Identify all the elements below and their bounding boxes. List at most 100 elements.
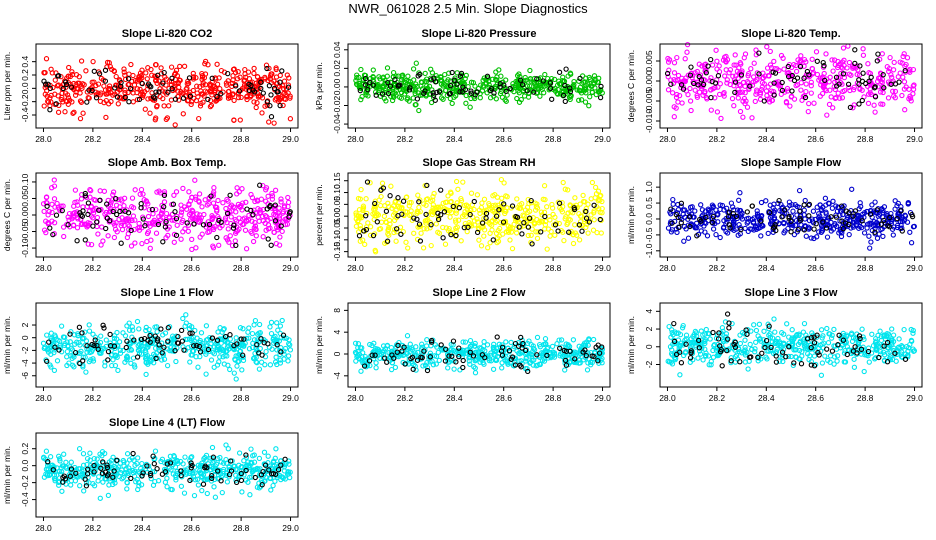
data-point [833, 203, 839, 209]
data-point [687, 72, 694, 78]
data-point [234, 185, 240, 191]
data-point [105, 357, 111, 363]
data-point [78, 196, 85, 202]
data-point [567, 70, 574, 76]
data-point [416, 221, 423, 227]
data-point [589, 179, 596, 186]
data-point [136, 326, 142, 332]
data-point [814, 58, 820, 64]
y-tick-label: -0.05 [332, 218, 342, 238]
data-point [94, 214, 101, 221]
data-point [787, 103, 793, 109]
data-point [840, 45, 847, 51]
data-point [727, 81, 733, 88]
data-point [797, 217, 804, 223]
data-point [258, 359, 265, 365]
data-point [509, 203, 516, 209]
data-point [523, 346, 530, 353]
data-point [241, 215, 248, 221]
data-point [421, 226, 427, 232]
x-tick-label: 28.0 [35, 134, 52, 144]
data-point [161, 192, 168, 199]
data-point [242, 71, 248, 77]
data-point [189, 330, 195, 336]
data-point [241, 84, 247, 90]
data-point [712, 80, 719, 86]
data-point [279, 317, 285, 324]
data-point [415, 349, 421, 356]
data-point [563, 66, 569, 72]
data-point [561, 237, 567, 244]
data-point [509, 245, 516, 252]
data-point [473, 357, 479, 363]
data-point [535, 229, 541, 235]
data-point [412, 102, 418, 108]
data-point [674, 54, 680, 61]
data-point [584, 367, 591, 373]
data-point [412, 86, 419, 92]
data-point [542, 213, 548, 220]
data-point [489, 76, 496, 82]
data-point [125, 76, 132, 82]
data-point [54, 358, 61, 364]
data-point [253, 226, 259, 233]
data-point [452, 217, 459, 223]
data-point [892, 88, 899, 95]
data-point [87, 186, 93, 193]
data-point [152, 345, 159, 351]
data-point [415, 73, 421, 79]
data-point [196, 219, 202, 225]
data-point [384, 73, 390, 79]
data-point [46, 345, 53, 351]
x-tick-label: 28.6 [183, 263, 200, 273]
data-point [112, 85, 118, 91]
data-point [98, 90, 104, 96]
data-point [437, 204, 443, 210]
data-point [859, 78, 866, 84]
data-point [791, 77, 798, 84]
data-point [355, 341, 362, 347]
data-point [595, 358, 601, 364]
data-point [108, 208, 114, 214]
data-point [199, 70, 205, 77]
y-tick-label: -6 [20, 372, 30, 380]
data-point [748, 66, 754, 72]
x-tick-label: 29.0 [906, 263, 923, 273]
data-point [840, 71, 847, 77]
data-point [241, 343, 247, 349]
data-point [67, 339, 73, 345]
data-point [262, 362, 268, 368]
data-point [869, 202, 875, 208]
data-point [720, 91, 726, 97]
data-point [576, 343, 582, 349]
data-point [175, 340, 182, 346]
data-point [744, 209, 750, 215]
data-point [837, 61, 843, 67]
data-point [262, 212, 269, 219]
data-point [729, 320, 735, 327]
data-point [268, 71, 274, 77]
data-point [599, 205, 605, 212]
data-point [687, 359, 693, 365]
data-point [669, 90, 676, 96]
data-point [64, 362, 70, 369]
data-point [64, 98, 70, 105]
data-point [497, 220, 504, 226]
data-point [467, 337, 474, 344]
data-point [828, 228, 834, 234]
data-point [769, 88, 775, 94]
data-points [665, 311, 918, 378]
x-tick-label: 28.6 [183, 393, 200, 403]
data-point [900, 53, 906, 60]
data-point [488, 350, 494, 356]
data-point [528, 200, 535, 206]
data-point [761, 98, 767, 104]
data-point [256, 366, 263, 372]
data-point [700, 332, 706, 338]
data-point [758, 233, 764, 239]
data-point [703, 220, 709, 226]
data-point [563, 362, 570, 368]
data-point [430, 202, 436, 208]
data-point [128, 243, 135, 249]
y-tick-label: 0.15 [332, 172, 342, 189]
